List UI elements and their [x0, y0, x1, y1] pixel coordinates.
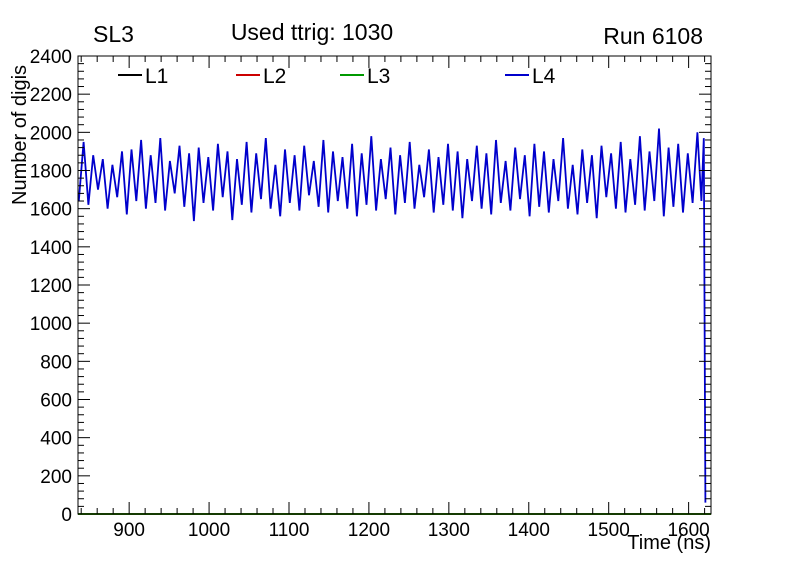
tick-labels: 900 1000 1100 1200 1300 1400 1500 1600 0 200 400 60… [30, 47, 710, 541]
y-tick-label: 1400 [30, 238, 72, 259]
y-tick-label: 2000 [30, 123, 72, 144]
y-tick-label: 400 [40, 429, 72, 450]
x-tick-label: 1300 [428, 520, 470, 541]
legend-label: L1 [145, 65, 168, 88]
legend-label: L3 [367, 65, 390, 88]
y-tick-label: 600 [40, 391, 72, 412]
y-tick-label: 800 [40, 352, 72, 373]
legend: L1 L2 L3 L4 [118, 65, 556, 88]
y-tick-label: 1200 [30, 276, 72, 297]
y-tick-label: 1600 [30, 200, 72, 221]
x-tick-label: 1000 [188, 520, 230, 541]
pad-title-left: SL3 [93, 21, 134, 47]
y-tick-label: 1000 [30, 314, 72, 335]
y-tick-label: 2200 [30, 85, 72, 106]
axis-ticks [78, 55, 711, 515]
x-tick-label: 1100 [269, 520, 310, 541]
x-tick-label: 1500 [588, 520, 630, 541]
legend-label: L2 [263, 65, 286, 88]
series-lines [77, 128, 711, 515]
pad-title-right: Run 6108 [603, 23, 703, 49]
y-tick-label: 200 [40, 467, 72, 488]
legend-entry-L2: L2 [236, 65, 286, 88]
pad-title-center: Used ttrig: 1030 [231, 19, 393, 45]
legend-entry-L1: L1 [118, 65, 168, 88]
x-axis-title: Time (ns) [627, 532, 711, 554]
series-line-L4 [77, 128, 707, 503]
x-tick-label: 1600 [667, 520, 709, 541]
y-tick-label: 1800 [30, 162, 72, 183]
x-tick-label: 1200 [348, 520, 390, 541]
legend-entry-L3: L3 [340, 65, 390, 88]
y-tick-label: 0 [61, 505, 72, 526]
x-tick-label: 900 [113, 520, 145, 541]
x-tick-label: 1400 [508, 520, 550, 541]
plot-frame [77, 55, 712, 515]
legend-entry-L4: L4 [505, 65, 556, 88]
y-tick-label: 2400 [30, 47, 72, 68]
legend-label: L4 [532, 65, 556, 88]
y-axis-title: Number of digis [9, 65, 31, 205]
